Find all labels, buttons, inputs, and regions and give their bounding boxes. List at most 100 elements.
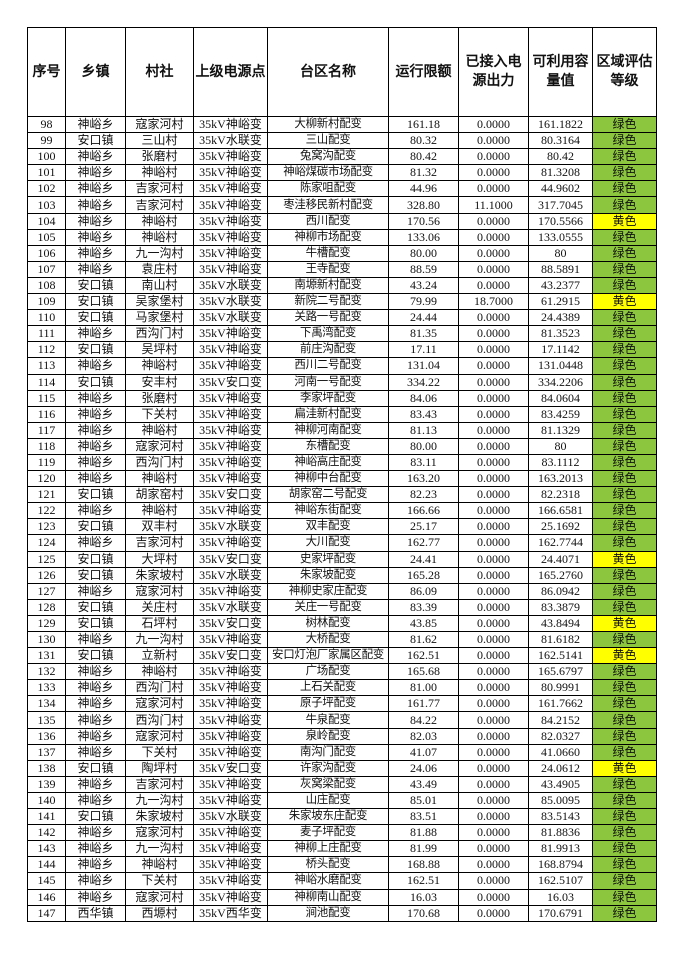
cell-power-source: 35kV水联变 <box>193 309 268 327</box>
table-row: 132 神峪乡 神峪村 35kV神峪变 广场配变 165.68 0.0000 165.6797… <box>27 663 657 681</box>
cell-power-source: 35kV神峪变 <box>193 502 268 520</box>
cell-township: 神峪乡 <box>65 630 126 649</box>
cell-township: 安口镇 <box>65 759 126 777</box>
cell-village: 陶坪村 <box>125 759 194 777</box>
cell-limit: 86.09 <box>388 582 459 600</box>
cell-available-capacity: 81.6182 <box>528 630 593 649</box>
cell-index: 114 <box>27 373 66 391</box>
cell-limit: 81.13 <box>388 421 459 439</box>
cell-township: 神峪乡 <box>65 840 126 858</box>
table-row: 106 神峪乡 九一沟村 35kV神峪变 牛槽配变 80.00 0.0000 80 绿色 <box>27 244 657 262</box>
cell-connected-output: 0.0000 <box>458 309 529 327</box>
cell-village: 张磨村 <box>125 389 194 407</box>
header-grade: 区域评估等级 <box>592 27 657 117</box>
cell-area-name: 史家坪配变 <box>267 550 389 568</box>
cell-index: 110 <box>27 309 66 327</box>
cell-available-capacity: 84.2152 <box>528 711 593 729</box>
cell-connected-output: 0.0000 <box>458 276 529 295</box>
cell-grade: 绿色 <box>592 856 657 874</box>
cell-township: 神峪乡 <box>65 389 126 407</box>
cell-grade: 黄色 <box>592 550 657 568</box>
table-row: 101 神峪乡 神峪村 35kV神峪变 神峪煤碳市场配变 81.32 0.0000 81.32… <box>27 164 657 182</box>
table-row: 135 神峪乡 西沟门村 35kV神峪变 牛泉配变 84.22 0.0000 84.2152 绿… <box>27 711 657 729</box>
cell-connected-output: 0.0000 <box>458 502 529 520</box>
cell-index: 115 <box>27 389 66 407</box>
table-row: 102 神峪乡 吉家河村 35kV神峪变 陈家咀配变 44.96 0.0000 44.9602… <box>27 180 657 198</box>
cell-limit: 165.68 <box>388 663 459 681</box>
cell-village: 寇家河村 <box>125 695 194 713</box>
cell-power-source: 35kV神峪变 <box>193 856 268 874</box>
cell-township: 神峪乡 <box>65 502 126 520</box>
cell-available-capacity: 81.3523 <box>528 325 593 343</box>
cell-area-name: 南塬新村配变 <box>267 276 389 295</box>
cell-area-name: 关庄一号配变 <box>267 598 389 616</box>
cell-connected-output: 0.0000 <box>458 840 529 858</box>
cell-area-name: 桥头配变 <box>267 856 389 874</box>
table-row: 130 神峪乡 九一沟村 35kV神峪变 大桥配变 81.62 0.0000 81.6182 绿… <box>27 630 657 649</box>
cell-area-name: 西川配变 <box>267 212 389 230</box>
cell-area-name: 神峪高庄配变 <box>267 453 389 472</box>
cell-index: 100 <box>27 148 66 166</box>
cell-available-capacity: 43.2377 <box>528 276 593 295</box>
cell-township: 安口镇 <box>65 293 126 311</box>
cell-township: 安口镇 <box>65 276 126 295</box>
table-row: 109 安口镇 吴家堡村 35kV水联变 新院二号配变 79.99 18.7000 61.29… <box>27 293 657 311</box>
table-row: 145 神峪乡 下关村 35kV神峪变 神峪水磨配变 162.51 0.0000 162.51… <box>27 872 657 890</box>
cell-power-source: 35kV神峪变 <box>193 148 268 166</box>
cell-grade: 绿色 <box>592 840 657 858</box>
cell-power-source: 35kV神峪变 <box>193 630 268 649</box>
cell-village: 张磨村 <box>125 148 194 166</box>
cell-available-capacity: 133.0555 <box>528 228 593 246</box>
cell-township: 神峪乡 <box>65 743 126 761</box>
cell-power-source: 35kV神峪变 <box>193 260 268 278</box>
cell-index: 146 <box>27 888 66 906</box>
cell-connected-output: 0.0000 <box>458 727 529 745</box>
cell-township: 神峪乡 <box>65 453 126 472</box>
table-row: 119 神峪乡 西沟门村 35kV神峪变 神峪高庄配变 83.11 0.0000 83.111… <box>27 453 657 472</box>
header-row: 序号 乡镇 村社 上级电源点 台区名称 运行限额 已接入电源出力 可利用容量值 … <box>27 27 657 117</box>
cell-power-source: 35kV西华变 <box>193 904 268 922</box>
cell-grade: 绿色 <box>592 148 657 166</box>
table-row: 125 安口镇 大坪村 35kV安口变 史家坪配变 24.41 0.0000 24.4071 黄… <box>27 550 657 568</box>
cell-power-source: 35kV神峪变 <box>193 405 268 423</box>
cell-available-capacity: 317.7045 <box>528 196 593 214</box>
cell-limit: 43.49 <box>388 775 459 793</box>
cell-index: 103 <box>27 196 66 214</box>
cell-grade: 绿色 <box>592 791 657 810</box>
cell-power-source: 35kV神峪变 <box>193 325 268 343</box>
cell-power-source: 35kV神峪变 <box>193 663 268 681</box>
cell-area-name: 神柳上庄配变 <box>267 840 389 858</box>
cell-grade: 绿色 <box>592 518 657 536</box>
cell-limit: 81.32 <box>388 164 459 182</box>
cell-power-source: 35kV神峪变 <box>193 196 268 214</box>
cell-village: 关庄村 <box>125 598 194 616</box>
cell-connected-output: 0.0000 <box>458 856 529 874</box>
cell-limit: 170.56 <box>388 212 459 230</box>
table-row: 111 神峪乡 西沟门村 35kV神峪变 下禹湾配变 81.35 0.0000 81.3523… <box>27 325 657 343</box>
cell-grade: 绿色 <box>592 132 657 150</box>
cell-area-name: 南沟门配变 <box>267 743 389 761</box>
cell-village: 朱家坡村 <box>125 566 194 584</box>
cell-available-capacity: 61.2915 <box>528 293 593 311</box>
cell-connected-output: 0.0000 <box>458 759 529 777</box>
cell-connected-output: 0.0000 <box>458 534 529 552</box>
cell-village: 九一沟村 <box>125 244 194 262</box>
cell-grade: 绿色 <box>592 486 657 504</box>
cell-available-capacity: 24.4389 <box>528 309 593 327</box>
cell-connected-output: 0.0000 <box>458 904 529 922</box>
cell-limit: 80.00 <box>388 244 459 262</box>
cell-township: 安口镇 <box>65 132 126 150</box>
cell-index: 119 <box>27 453 66 472</box>
cell-connected-output: 0.0000 <box>458 115 529 134</box>
cell-limit: 84.22 <box>388 711 459 729</box>
table-row: 142 神峪乡 寇家河村 35kV神峪变 麦子坪配变 81.88 0.0000 81.8836… <box>27 824 657 842</box>
cell-area-name: 大柳新村配变 <box>267 115 389 134</box>
table-row: 127 神峪乡 寇家河村 35kV神峪变 神柳史家庄配变 86.09 0.0000 86.09… <box>27 582 657 600</box>
cell-power-source: 35kV神峪变 <box>193 437 268 455</box>
table-row: 104 神峪乡 神峪村 35kV神峪变 西川配变 170.56 0.0000 170.5566… <box>27 212 657 230</box>
cell-township: 安口镇 <box>65 550 126 568</box>
cell-limit: 165.28 <box>388 566 459 584</box>
cell-available-capacity: 86.0942 <box>528 582 593 600</box>
cell-grade: 绿色 <box>592 743 657 761</box>
cell-index: 141 <box>27 808 66 826</box>
